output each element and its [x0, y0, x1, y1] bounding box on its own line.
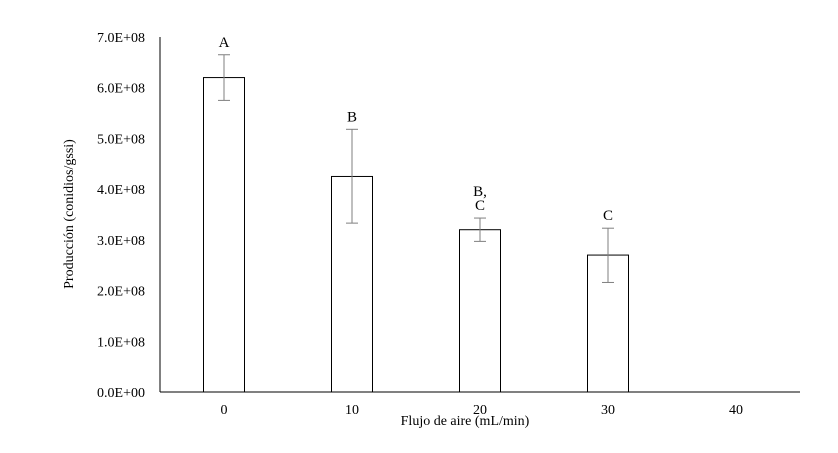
y-tick-label: 5.0E+08	[97, 132, 145, 147]
x-tick-label: 20	[473, 403, 487, 418]
x-axis: 0 10 20 30 40	[160, 391, 800, 418]
x-axis-label: Flujo de aire (mL/min)	[401, 414, 530, 429]
y-tick-label: 2.0E+08	[97, 285, 145, 300]
y-tick-label: 7.0E+08	[97, 31, 145, 46]
x-tick-label: 40	[729, 403, 743, 418]
y-tick-label: 3.0E+08	[97, 234, 145, 249]
significance-letter: A	[219, 35, 230, 51]
bar	[203, 77, 245, 393]
bar	[459, 229, 501, 393]
y-tick-label: 0.0E+00	[97, 386, 145, 401]
y-tick-label: 4.0E+08	[97, 183, 145, 198]
significance-letter: B, C	[473, 184, 487, 214]
x-tick-label: 10	[345, 403, 359, 418]
significance-letters: A B B, C C	[219, 35, 613, 224]
x-tick-label: 0	[221, 403, 228, 418]
y-axis: 0.0E+00 1.0E+08 2.0E+08 3.0E+08 4.0E+08 5.0E+…	[97, 31, 161, 401]
error-bars	[218, 54, 614, 283]
y-axis-label: Producción (conidios/gssi)	[62, 139, 77, 289]
y-tick-label: 1.0E+08	[97, 335, 145, 350]
significance-letter: C	[603, 208, 613, 224]
x-tick-label: 30	[601, 403, 615, 418]
bar-series	[203, 77, 629, 393]
y-tick-label: 6.0E+08	[97, 82, 145, 97]
significance-letter: B	[347, 109, 357, 125]
